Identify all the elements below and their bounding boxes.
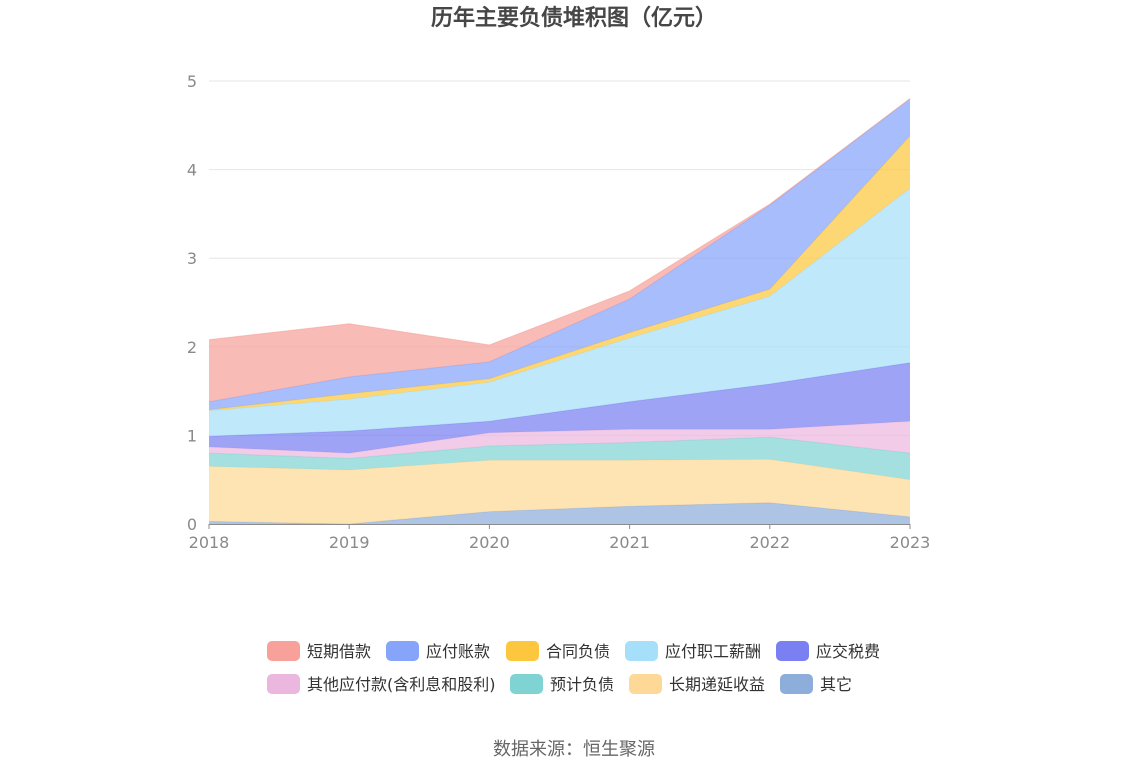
x-tick-label: 2021 (609, 533, 650, 552)
x-tick-label: 2019 (329, 533, 370, 552)
legend-label: 应付账款 (426, 642, 490, 661)
legend-label: 预计负债 (550, 675, 614, 694)
legend-label: 应交税费 (816, 642, 880, 661)
series-area-8 (209, 502, 910, 524)
series-area-3 (209, 188, 910, 437)
legend-label: 应付职工薪酬 (665, 642, 761, 661)
legend-item-7[interactable]: 长期递延收益 (629, 674, 765, 694)
legend-swatch (506, 641, 539, 661)
series-area-6 (209, 437, 910, 480)
legend-swatch (510, 674, 543, 694)
legend-item-6[interactable]: 预计负债 (510, 674, 614, 694)
legend-swatch (267, 674, 300, 694)
legend-item-2[interactable]: 合同负债 (506, 641, 610, 661)
chart-title: 历年主要负债堆积图（亿元） (431, 5, 717, 31)
y-tick-label: 5 (187, 72, 197, 91)
series-area-7 (209, 459, 910, 524)
legend-swatch (267, 641, 300, 661)
legend-item-5[interactable]: 其他应付款(含利息和股利) (267, 674, 496, 694)
legend-swatch (625, 641, 658, 661)
area-series (208, 98, 911, 525)
legend-item-8[interactable]: 其它 (780, 674, 852, 694)
y-tick-label: 4 (187, 161, 197, 180)
legend-label: 短期借款 (307, 642, 371, 661)
axes: 0 1 2 3 4 5 2018 2019 2020 2021 2022 2023 (187, 72, 931, 552)
source-note: 数据来源：恒生聚源 (493, 739, 655, 760)
series-area-5 (209, 421, 910, 459)
legend-item-4[interactable]: 应交税费 (776, 641, 880, 661)
series-area-4 (209, 362, 910, 454)
legend-item-1[interactable]: 应付账款 (386, 641, 490, 661)
legend-swatch (386, 641, 419, 661)
x-tick-label: 2023 (890, 533, 931, 552)
legend-label: 合同负债 (546, 642, 610, 661)
x-tick-label: 2018 (189, 533, 230, 552)
legend-label: 其他应付款(含利息和股利) (307, 675, 496, 694)
legend-item-3[interactable]: 应付职工薪酬 (625, 641, 761, 661)
legend-item-0[interactable]: 短期借款 (267, 641, 371, 661)
y-tick-label: 2 (187, 338, 197, 357)
legend-label: 其它 (820, 675, 852, 694)
y-tick-label: 1 (187, 426, 197, 445)
y-tick-label: 0 (187, 515, 197, 534)
x-tick-label: 2020 (469, 533, 510, 552)
legend-label: 长期递延收益 (669, 675, 765, 694)
series-area-0 (209, 98, 910, 402)
x-tick-label: 2022 (749, 533, 790, 552)
legend-swatch (780, 674, 813, 694)
series-line-0 (208, 98, 911, 346)
legend-swatch (629, 674, 662, 694)
y-tick-label: 3 (187, 249, 197, 268)
series-area-1 (209, 98, 910, 410)
legend-swatch (776, 641, 809, 661)
